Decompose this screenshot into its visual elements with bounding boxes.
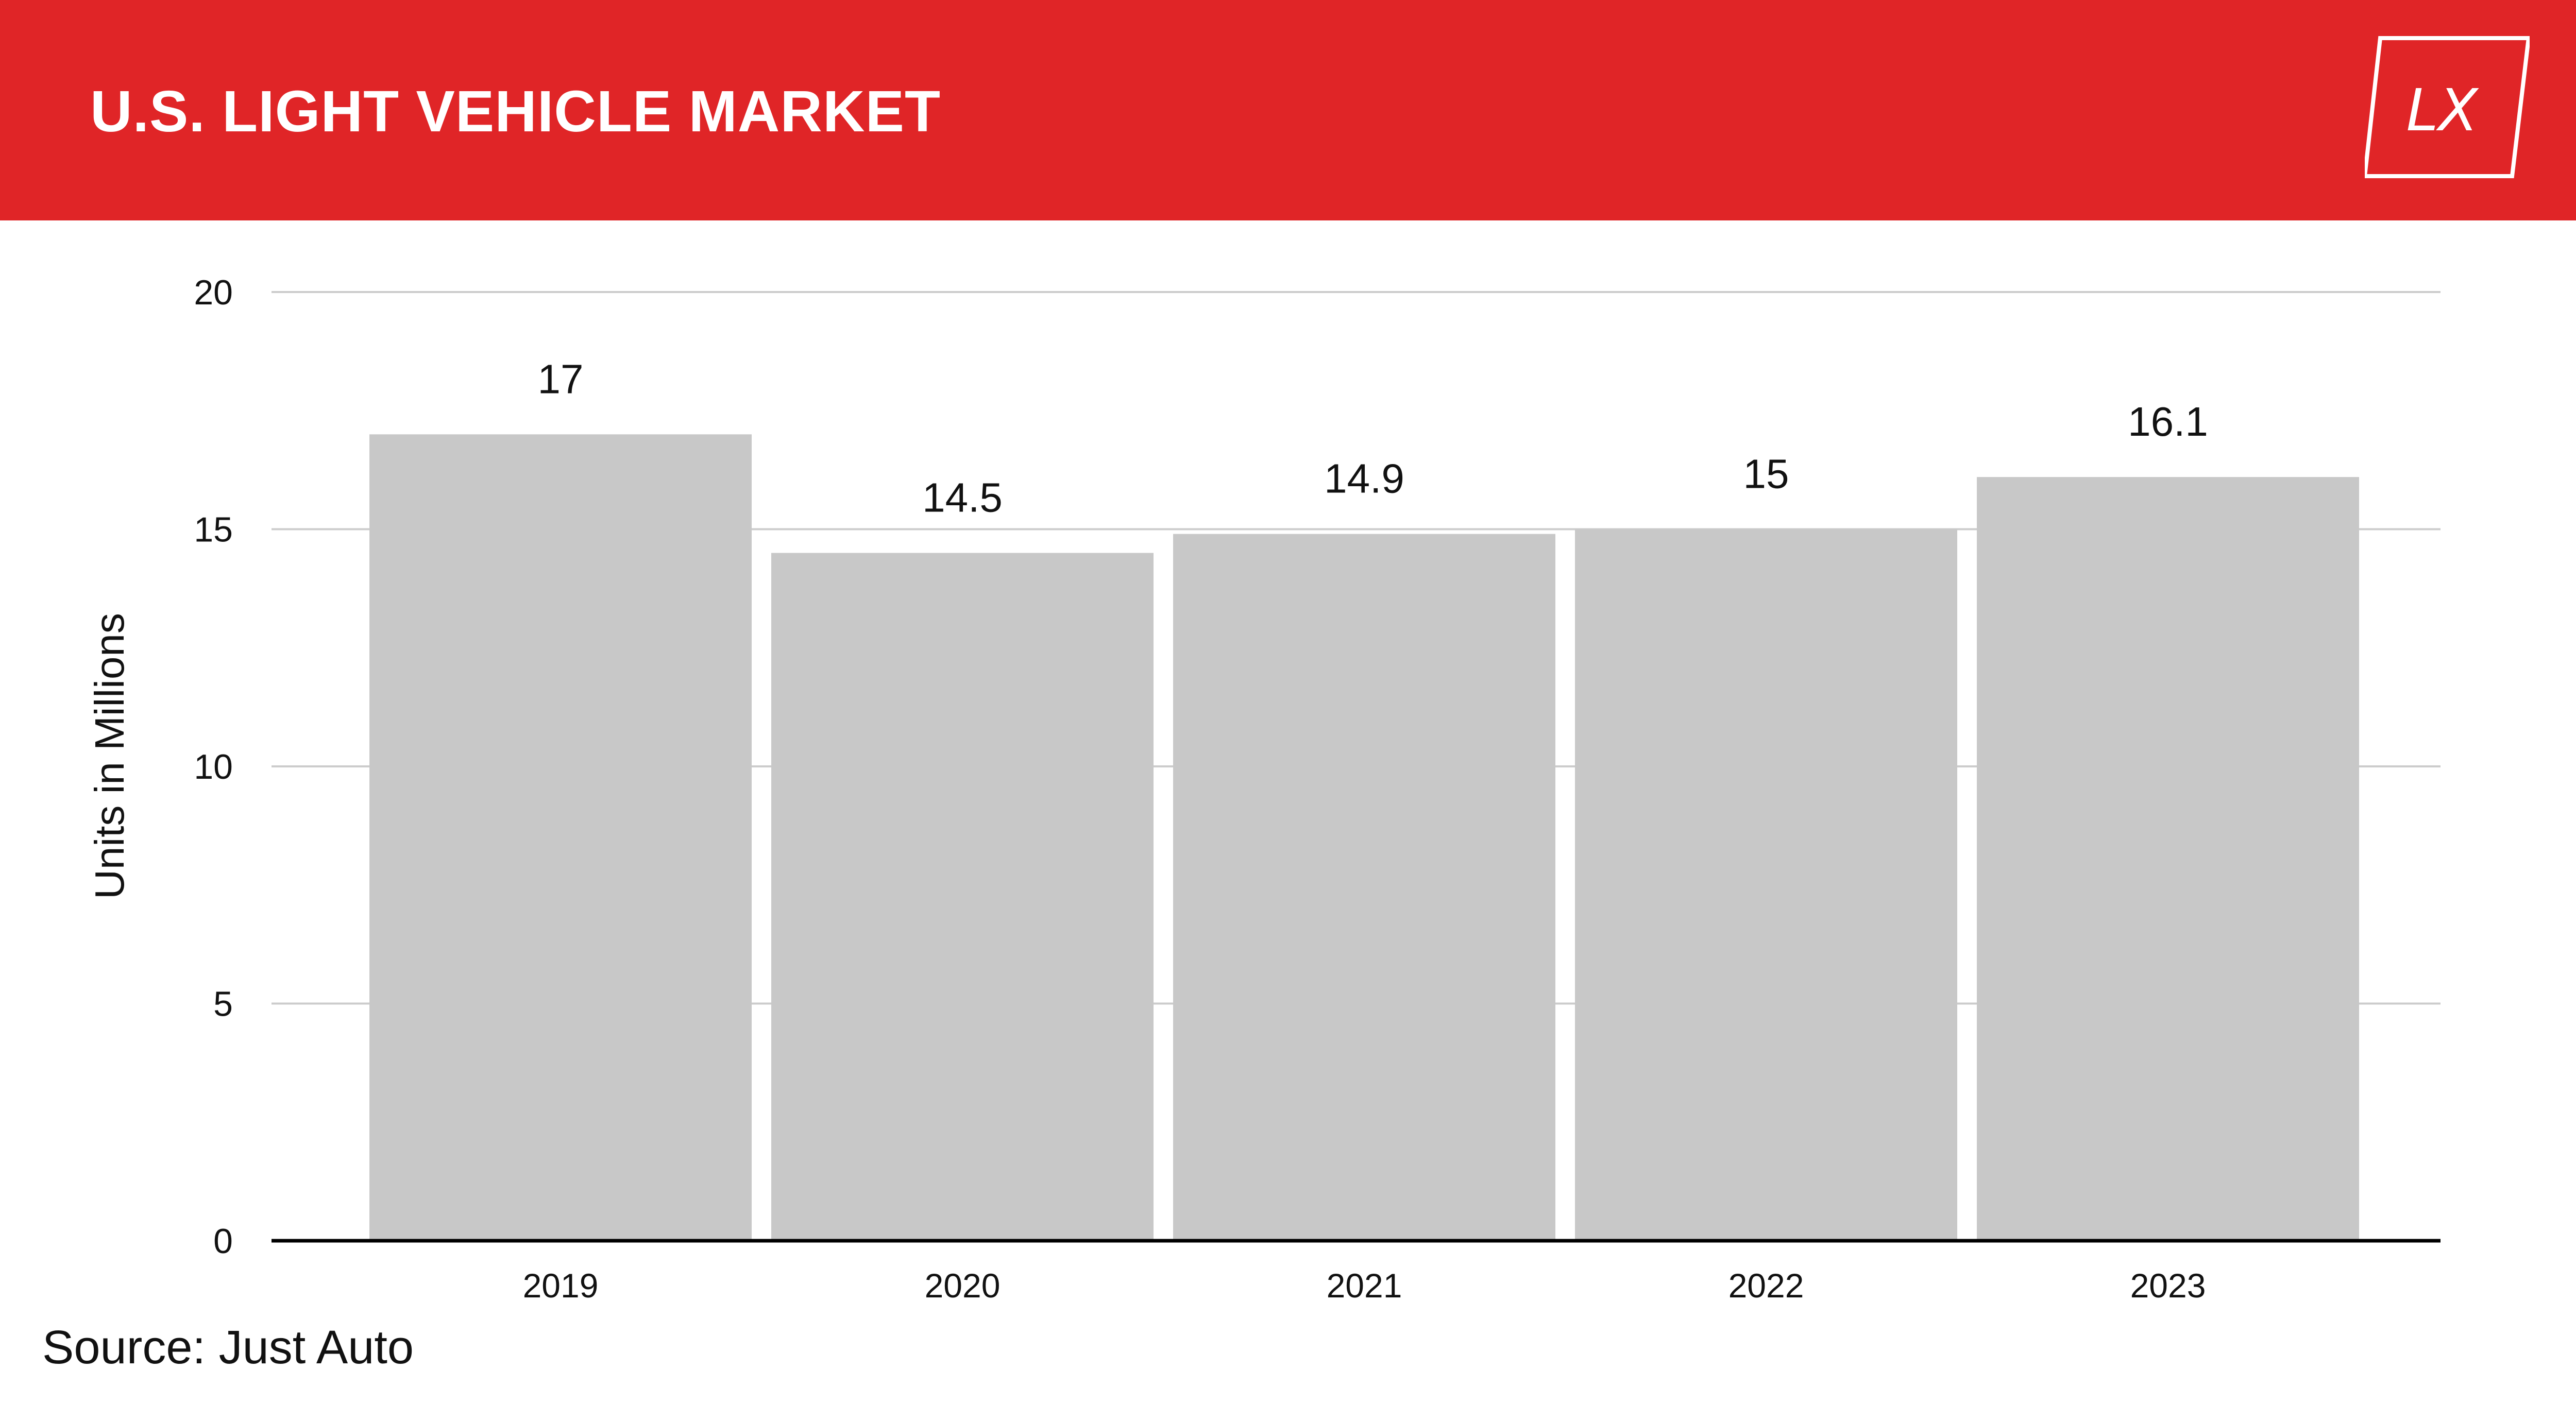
lx-logo-icon: LX [2365,36,2530,178]
data-labels: 17 14.5 14.9 15 16.1 [538,356,2208,520]
x-tick-label: 2022 [1728,1266,1804,1305]
x-tick-label: 2020 [925,1266,1001,1305]
bar-2023 [1977,477,2359,1241]
y-tick-label: 15 [194,510,233,550]
y-tick-label: 10 [194,747,233,786]
bar-2021 [1173,534,1555,1241]
header-banner: U.S. LIGHT VEHICLE MARKET LX [0,0,2576,220]
bar-2019 [369,434,752,1241]
bars [369,434,2359,1241]
x-tick-label: 2023 [2130,1266,2206,1305]
data-label-2022: 15 [1743,451,1789,497]
x-tick-label: 2021 [1327,1266,1402,1305]
source-note: Source: Just Auto [42,1321,414,1374]
data-label-2019: 17 [538,356,584,402]
y-tick-label: 0 [213,1222,233,1261]
y-tick-label: 20 [194,273,233,312]
y-axis-title: Units in Millions [87,613,132,899]
x-axis-ticks: 2019 2020 2021 2022 2023 [523,1266,2206,1305]
data-label-2020: 14.5 [922,475,1003,521]
x-tick-label: 2019 [523,1266,599,1305]
y-axis-ticks: 0 5 10 15 20 [194,273,233,1261]
data-label-2023: 16.1 [2128,399,2208,444]
data-label-2021: 14.9 [1324,456,1404,502]
y-tick-label: 5 [213,985,233,1024]
logo-text: LX [2406,77,2479,144]
bar-2020 [771,553,1154,1241]
page-title: U.S. LIGHT VEHICLE MARKET [90,79,941,144]
bar-2022 [1575,529,1957,1241]
